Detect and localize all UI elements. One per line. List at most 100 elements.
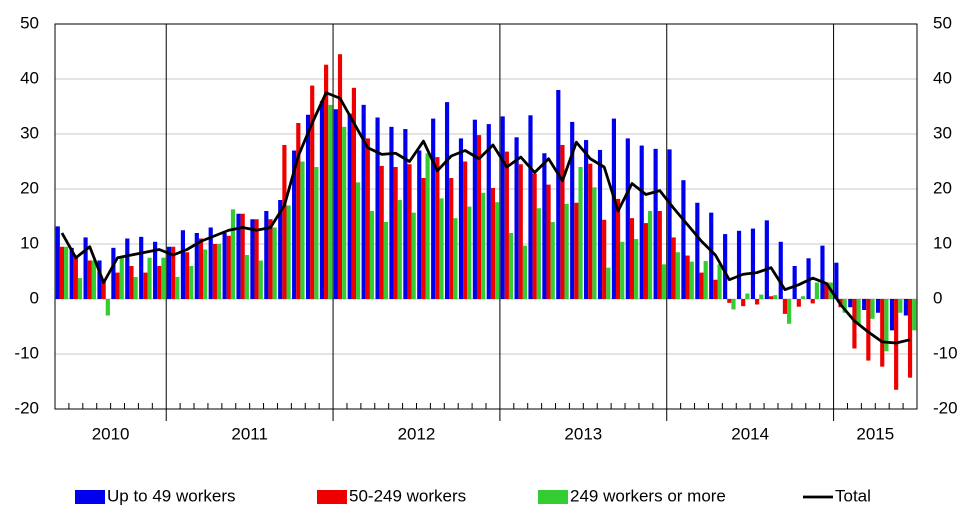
bar <box>689 261 694 299</box>
bar <box>912 299 917 331</box>
bar <box>375 117 380 299</box>
y2-tick-label: 10 <box>933 233 952 252</box>
bar <box>810 299 815 304</box>
bar <box>755 299 760 305</box>
bar <box>383 222 388 299</box>
bar <box>91 260 97 299</box>
bar <box>717 264 722 299</box>
bar <box>55 226 60 299</box>
legend-label: 50-249 workers <box>349 486 466 505</box>
legend-label: Up to 49 workers <box>107 486 236 505</box>
bar <box>342 126 347 299</box>
bar <box>848 299 853 308</box>
bar <box>639 145 644 299</box>
bar <box>727 299 732 303</box>
bar <box>759 294 764 299</box>
bar <box>161 257 166 299</box>
bar <box>778 241 783 299</box>
y-tick-label: -10 <box>14 343 39 362</box>
bar <box>310 85 315 299</box>
bar <box>508 233 514 299</box>
bar <box>643 223 648 299</box>
bar <box>504 151 509 299</box>
bar <box>620 241 625 299</box>
bar <box>272 227 277 299</box>
bar <box>175 277 180 299</box>
bar <box>463 161 468 299</box>
bar <box>119 257 124 299</box>
bar <box>444 102 450 299</box>
bar <box>685 255 690 299</box>
bar <box>602 219 607 299</box>
bar <box>212 244 217 299</box>
bar <box>528 115 533 299</box>
bar <box>866 299 871 361</box>
bar <box>286 205 291 299</box>
bar <box>611 118 616 299</box>
plot-frame <box>54 23 918 410</box>
bar <box>351 87 357 299</box>
bar <box>314 167 319 299</box>
bar <box>198 238 204 299</box>
bar <box>216 244 222 299</box>
bar <box>439 198 444 299</box>
y2-tick-label: -10 <box>933 343 958 362</box>
bar <box>647 211 653 299</box>
bar <box>495 202 500 299</box>
bar <box>139 236 144 299</box>
bar <box>856 299 861 324</box>
bar <box>453 218 458 299</box>
x-tick-label: 2015 <box>856 424 894 443</box>
bar <box>768 296 774 299</box>
bar <box>842 299 847 313</box>
bar <box>337 54 343 299</box>
bar <box>194 233 199 299</box>
bar <box>661 264 667 299</box>
x-tick-label: 2012 <box>398 424 436 443</box>
bar <box>361 104 366 299</box>
legend-swatch <box>317 490 347 504</box>
bar <box>615 198 621 299</box>
bar <box>203 249 208 299</box>
bar <box>862 299 867 310</box>
bar <box>278 200 283 299</box>
bar <box>532 173 537 299</box>
bar <box>653 148 658 299</box>
bar <box>597 149 603 299</box>
bar <box>542 153 547 299</box>
bar <box>476 135 482 299</box>
bar <box>880 299 885 367</box>
bar <box>226 235 231 299</box>
bar <box>431 118 436 299</box>
bar <box>222 233 227 299</box>
bar <box>166 246 172 299</box>
bar <box>500 116 505 300</box>
bar <box>393 167 398 299</box>
bar <box>282 145 287 299</box>
bar <box>240 213 245 299</box>
bar <box>64 246 69 299</box>
y2-tick-label: 20 <box>933 178 952 197</box>
bar <box>407 164 412 299</box>
bar <box>244 255 249 299</box>
bar <box>560 145 565 299</box>
legend-swatch <box>75 490 105 504</box>
bar <box>514 137 519 299</box>
bar <box>184 252 190 299</box>
bar <box>421 178 426 299</box>
bar <box>745 293 750 299</box>
bar <box>458 138 464 299</box>
bar <box>578 167 583 299</box>
bar <box>101 281 106 299</box>
bar <box>695 202 700 299</box>
bar <box>69 247 74 299</box>
bar <box>250 219 255 299</box>
bar <box>675 252 680 299</box>
bar <box>125 238 130 299</box>
bar <box>522 245 528 299</box>
legend-label: 249 workers or more <box>570 486 726 505</box>
bar <box>903 299 908 316</box>
bar <box>105 299 110 316</box>
bar <box>236 213 241 299</box>
bar <box>77 278 83 299</box>
